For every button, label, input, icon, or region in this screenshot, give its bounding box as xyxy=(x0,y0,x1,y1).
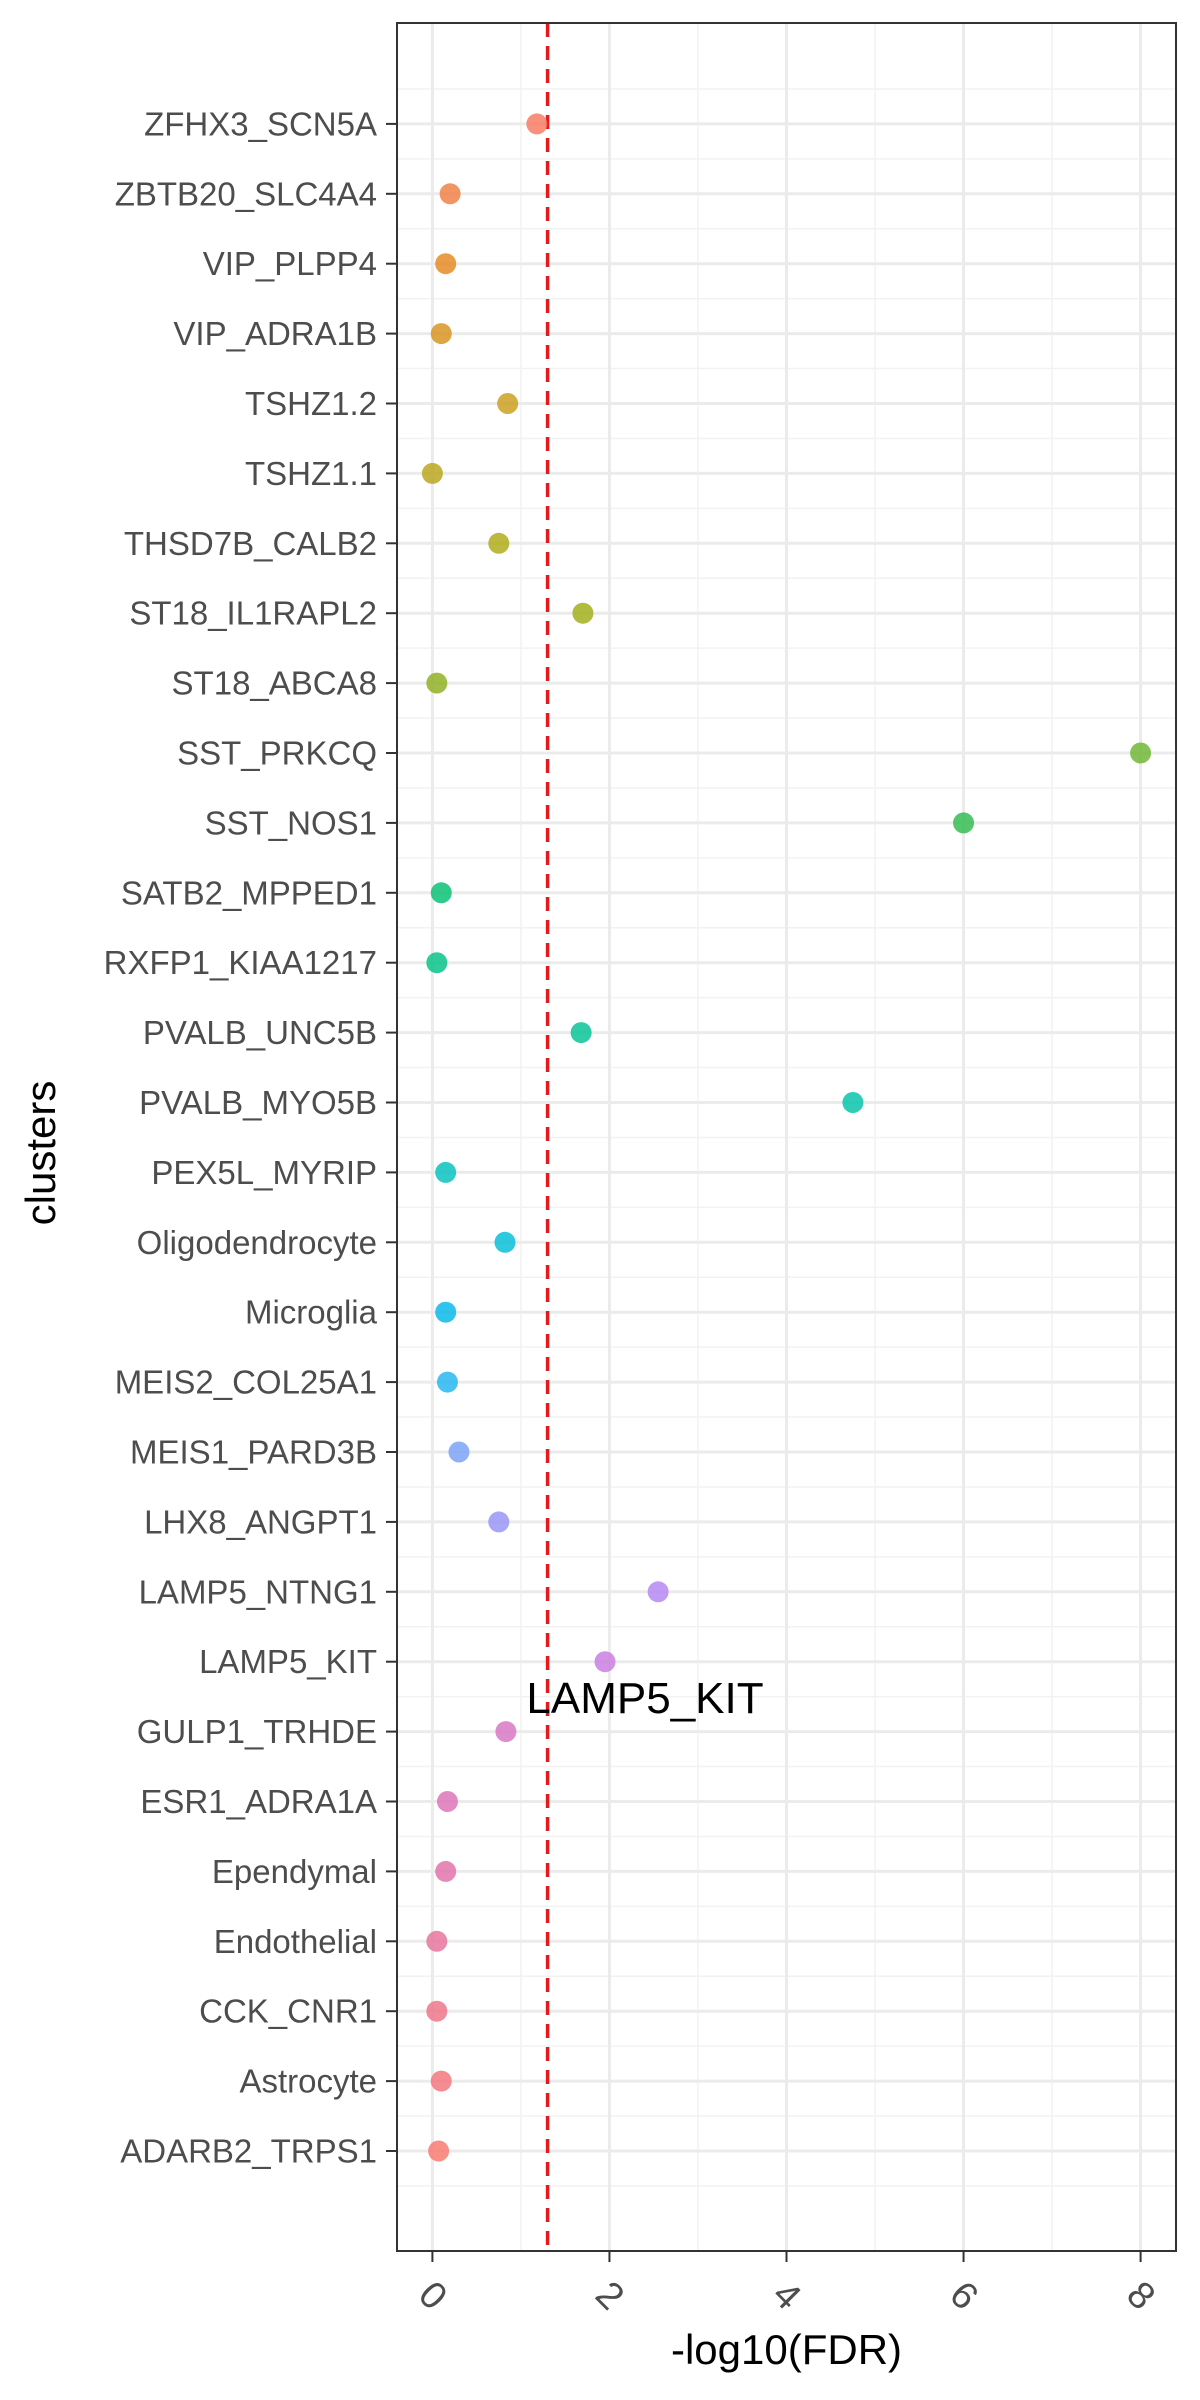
y-tick-label: VIP_ADRA1B xyxy=(173,315,377,352)
x-tick-label: 2 xyxy=(587,2274,632,2319)
data-point xyxy=(1130,742,1152,764)
x-tick-label: 6 xyxy=(941,2274,986,2319)
data-point xyxy=(430,323,452,345)
data-point xyxy=(436,1791,458,1812)
data-point xyxy=(594,1651,616,1673)
data-point xyxy=(435,1161,457,1183)
y-tick-label: TSHZ1.2 xyxy=(245,385,377,422)
data-point xyxy=(842,1092,864,1113)
data-point xyxy=(435,1301,457,1323)
y-tick-label: THSD7B_CALB2 xyxy=(124,525,377,562)
data-point xyxy=(426,952,448,974)
y-tick-label: Microglia xyxy=(245,1294,378,1331)
data-point xyxy=(435,253,457,275)
data-point xyxy=(421,462,443,484)
y-tick-label: ST18_IL1RAPL2 xyxy=(129,595,377,632)
y-tick-label: MEIS1_PARD3B xyxy=(130,1434,377,1471)
y-tick-label: SATB2_MPPED1 xyxy=(121,874,377,911)
y-tick-label: ST18_ABCA8 xyxy=(172,665,377,702)
data-point xyxy=(426,1930,448,1952)
y-tick-label: SST_PRKCQ xyxy=(177,735,377,772)
data-point xyxy=(570,1022,592,1044)
y-tick-label: ZFHX3_SCN5A xyxy=(144,105,377,142)
y-tick-label: ZBTB20_SLC4A4 xyxy=(115,175,377,212)
data-point xyxy=(526,113,548,135)
data-point xyxy=(494,1231,516,1253)
y-tick-label: Ependymal xyxy=(212,1853,377,1890)
data-point xyxy=(436,1371,458,1393)
data-point xyxy=(497,393,519,414)
x-tick-label: 4 xyxy=(764,2274,809,2319)
y-tick-label: Astrocyte xyxy=(239,2063,377,2100)
data-point xyxy=(426,2000,448,2022)
y-tick-label: ESR1_ADRA1A xyxy=(140,1783,377,1820)
data-point xyxy=(572,602,594,624)
x-axis: 0 2 4 6 8 xyxy=(410,2251,1163,2318)
grid xyxy=(397,23,1176,2251)
y-tick-label: VIP_PLPP4 xyxy=(203,245,377,282)
y-tick-label: PEX5L_MYRIP xyxy=(151,1154,377,1191)
y-axis: ZFHX3_SCN5A ZBTB20_SLC4A4 VIP_PLPP4 VIP_ADR… xyxy=(104,105,397,2170)
annotations: LAMP5_KIT xyxy=(526,1674,763,1723)
y-tick-label: LHX8_ANGPT1 xyxy=(144,1503,377,1540)
data-point xyxy=(953,812,975,834)
x-tick-label: 8 xyxy=(1118,2274,1163,2319)
y-tick-label: Endothelial xyxy=(214,1923,377,1960)
y-tick-label: SST_NOS1 xyxy=(205,804,377,841)
y-tick-label: PVALB_UNC5B xyxy=(143,1014,377,1051)
y-tick-label: GULP1_TRHDE xyxy=(137,1713,377,1750)
x-tick-label: 0 xyxy=(410,2274,455,2319)
data-point xyxy=(448,1441,470,1463)
y-axis-title: clusters xyxy=(17,1081,64,1226)
y-tick-label: Oligodendrocyte xyxy=(137,1224,377,1261)
data-point xyxy=(488,532,510,554)
y-tick-label: TSHZ1.1 xyxy=(245,455,377,492)
y-tick-label: LAMP5_KIT xyxy=(199,1643,377,1680)
data-point xyxy=(647,1581,669,1603)
y-tick-label: LAMP5_NTNG1 xyxy=(139,1573,377,1610)
data-point xyxy=(439,183,461,205)
data-point xyxy=(488,1511,510,1533)
y-tick-label: RXFP1_KIAA1217 xyxy=(104,944,377,981)
y-tick-label: ADARB2_TRPS1 xyxy=(120,2133,377,2170)
data-point xyxy=(435,1860,457,1882)
points xyxy=(421,113,1152,2162)
x-axis-title: -log10(FDR) xyxy=(671,2326,902,2373)
y-tick-label: MEIS2_COL25A1 xyxy=(115,1364,377,1401)
data-point xyxy=(428,2140,450,2162)
data-point xyxy=(430,882,452,904)
data-point xyxy=(430,2070,452,2092)
y-tick-label: PVALB_MYO5B xyxy=(139,1084,377,1121)
data-point xyxy=(495,1721,517,1743)
point-annotation: LAMP5_KIT xyxy=(526,1674,763,1723)
y-tick-label: CCK_CNR1 xyxy=(199,1993,377,2030)
data-point xyxy=(426,672,448,694)
